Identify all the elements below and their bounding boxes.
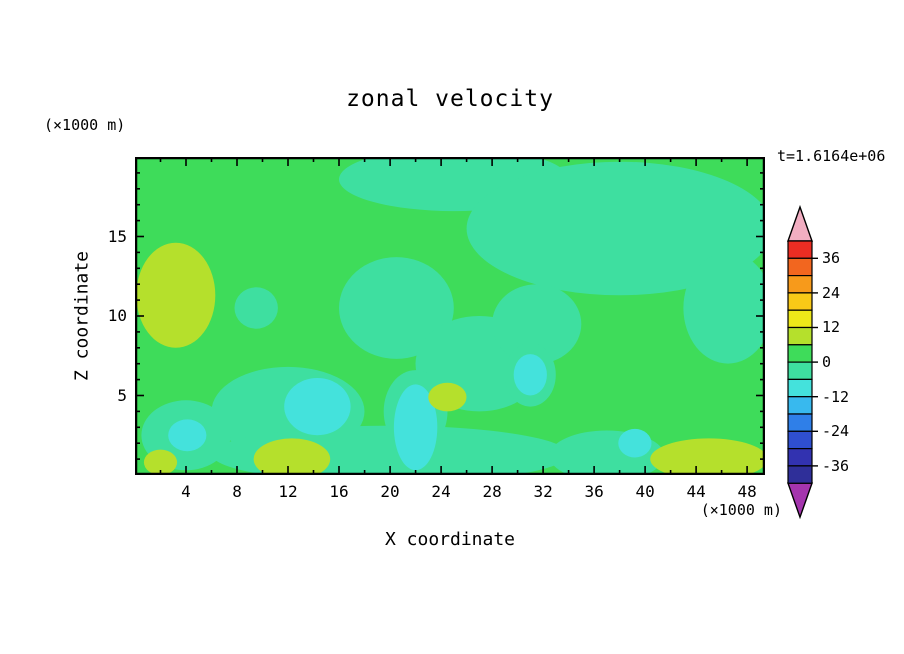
x-tick-label: 36	[584, 482, 604, 501]
colorbar-tick-label: -24	[822, 422, 850, 441]
x-tick-label: 40	[635, 482, 655, 501]
x-axis-unit-label: (×1000 m)	[700, 501, 782, 519]
z-tick-label: 5	[117, 385, 127, 405]
x-tick-label: 24	[431, 482, 451, 501]
x-tick-label: 28	[482, 482, 502, 501]
contour-plot	[135, 157, 765, 475]
colorbar-tick-label: 36	[822, 249, 841, 268]
x-tick-label: 12	[278, 482, 298, 501]
x-tick-label: 48	[737, 482, 757, 501]
colorbar-tick-label: 12	[822, 318, 841, 337]
x-tick-label: 16	[329, 482, 349, 501]
colorbar-tick-label: -36	[822, 456, 850, 475]
z-axis-label: Z coordinate	[71, 250, 93, 382]
x-tick-label: 4	[181, 482, 191, 501]
x-tick-label: 32	[533, 482, 553, 501]
colorbar-tick-label: -12	[822, 387, 850, 406]
z-axis-unit-label: (×1000 m)	[44, 116, 126, 134]
colorbar-tick-label: 0	[822, 353, 832, 372]
z-tick-label: 10	[107, 306, 127, 325]
z-tick-label: 15	[107, 226, 127, 246]
x-axis-label: X coordinate	[384, 529, 516, 550]
x-tick-label: 20	[380, 482, 400, 501]
colorbar	[787, 205, 818, 520]
colorbar-tick-label: 24	[822, 283, 841, 302]
time-label: t=1.6164e+06	[777, 147, 886, 165]
x-tick-label: 8	[232, 482, 242, 501]
x-tick-label: 44	[686, 482, 706, 501]
plot-title: zonal velocity	[346, 86, 554, 112]
